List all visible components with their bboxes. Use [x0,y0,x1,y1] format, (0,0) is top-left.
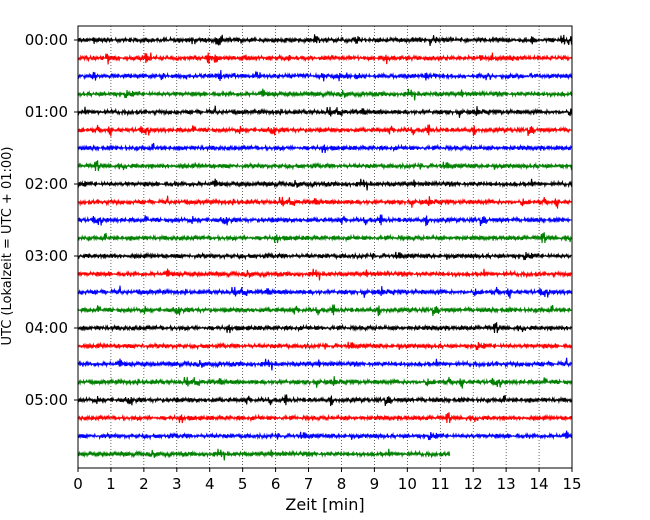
x-tick-label: 9 [370,475,380,493]
y-axis-ticks: 00:00 01:00 02:00 03:00 04:00 05:00 [25,31,78,409]
x-axis-ticks: 0 1 2 3 4 5 6 7 8 9 10 11 12 13 14 15 [73,468,582,493]
trace-0000 [77,34,573,47]
plot-frame [77,25,573,469]
x-tick-label: 15 [562,475,581,493]
y-tick-label: 03:00 [25,247,68,265]
x-axis-label: Zeit [min] [285,495,364,514]
trace-0045 [77,88,573,101]
x-tick-label: 5 [238,475,248,493]
trace-0100 [77,105,573,118]
x-tick-label: 10 [398,475,417,493]
trace-0430 [77,357,572,371]
trace-0245 [77,232,573,244]
seismogram-traces [77,34,573,461]
trace-0330 [77,285,573,299]
trace-0300 [77,251,572,261]
trace-0230 [77,214,572,227]
trace-0515 [77,412,573,424]
x-tick-label: 6 [271,475,281,493]
y-tick-label: 05:00 [25,391,68,409]
trace-0400 [77,322,572,334]
trace-0345 [77,304,572,317]
trace-0145 [77,160,573,172]
trace-0530 [77,430,573,441]
x-tick-label: 2 [139,475,149,493]
x-tick-label: 13 [497,475,516,493]
trace-0130 [77,142,573,154]
trace-0115 [77,124,572,137]
x-tick-label: 1 [106,475,116,493]
y-axis-label: UTC (Lokalzeit = UTC + 01:00) [0,147,15,346]
trace-0315 [77,268,572,281]
trace-0030 [77,70,573,82]
trace-0500 [77,394,573,407]
trace-0415 [77,341,573,351]
trace-0445 [77,376,573,389]
y-tick-label: 02:00 [25,175,68,193]
x-tick-label: 12 [464,475,483,493]
trace-0545 [77,448,451,461]
x-tick-label: 0 [73,475,83,493]
y-tick-label: 01:00 [25,103,68,121]
x-tick-label: 4 [205,475,215,493]
x-tick-label: 11 [431,475,450,493]
y-tick-label: 00:00 [25,31,68,49]
trace-0215 [77,195,572,209]
x-tick-label: 7 [304,475,314,493]
x-tick-label: 3 [172,475,182,493]
x-tick-label: 8 [337,475,347,493]
x-tick-label: 14 [530,475,549,493]
y-tick-label: 04:00 [25,319,68,337]
trace-0200 [77,178,573,191]
trace-0015 [77,52,572,65]
